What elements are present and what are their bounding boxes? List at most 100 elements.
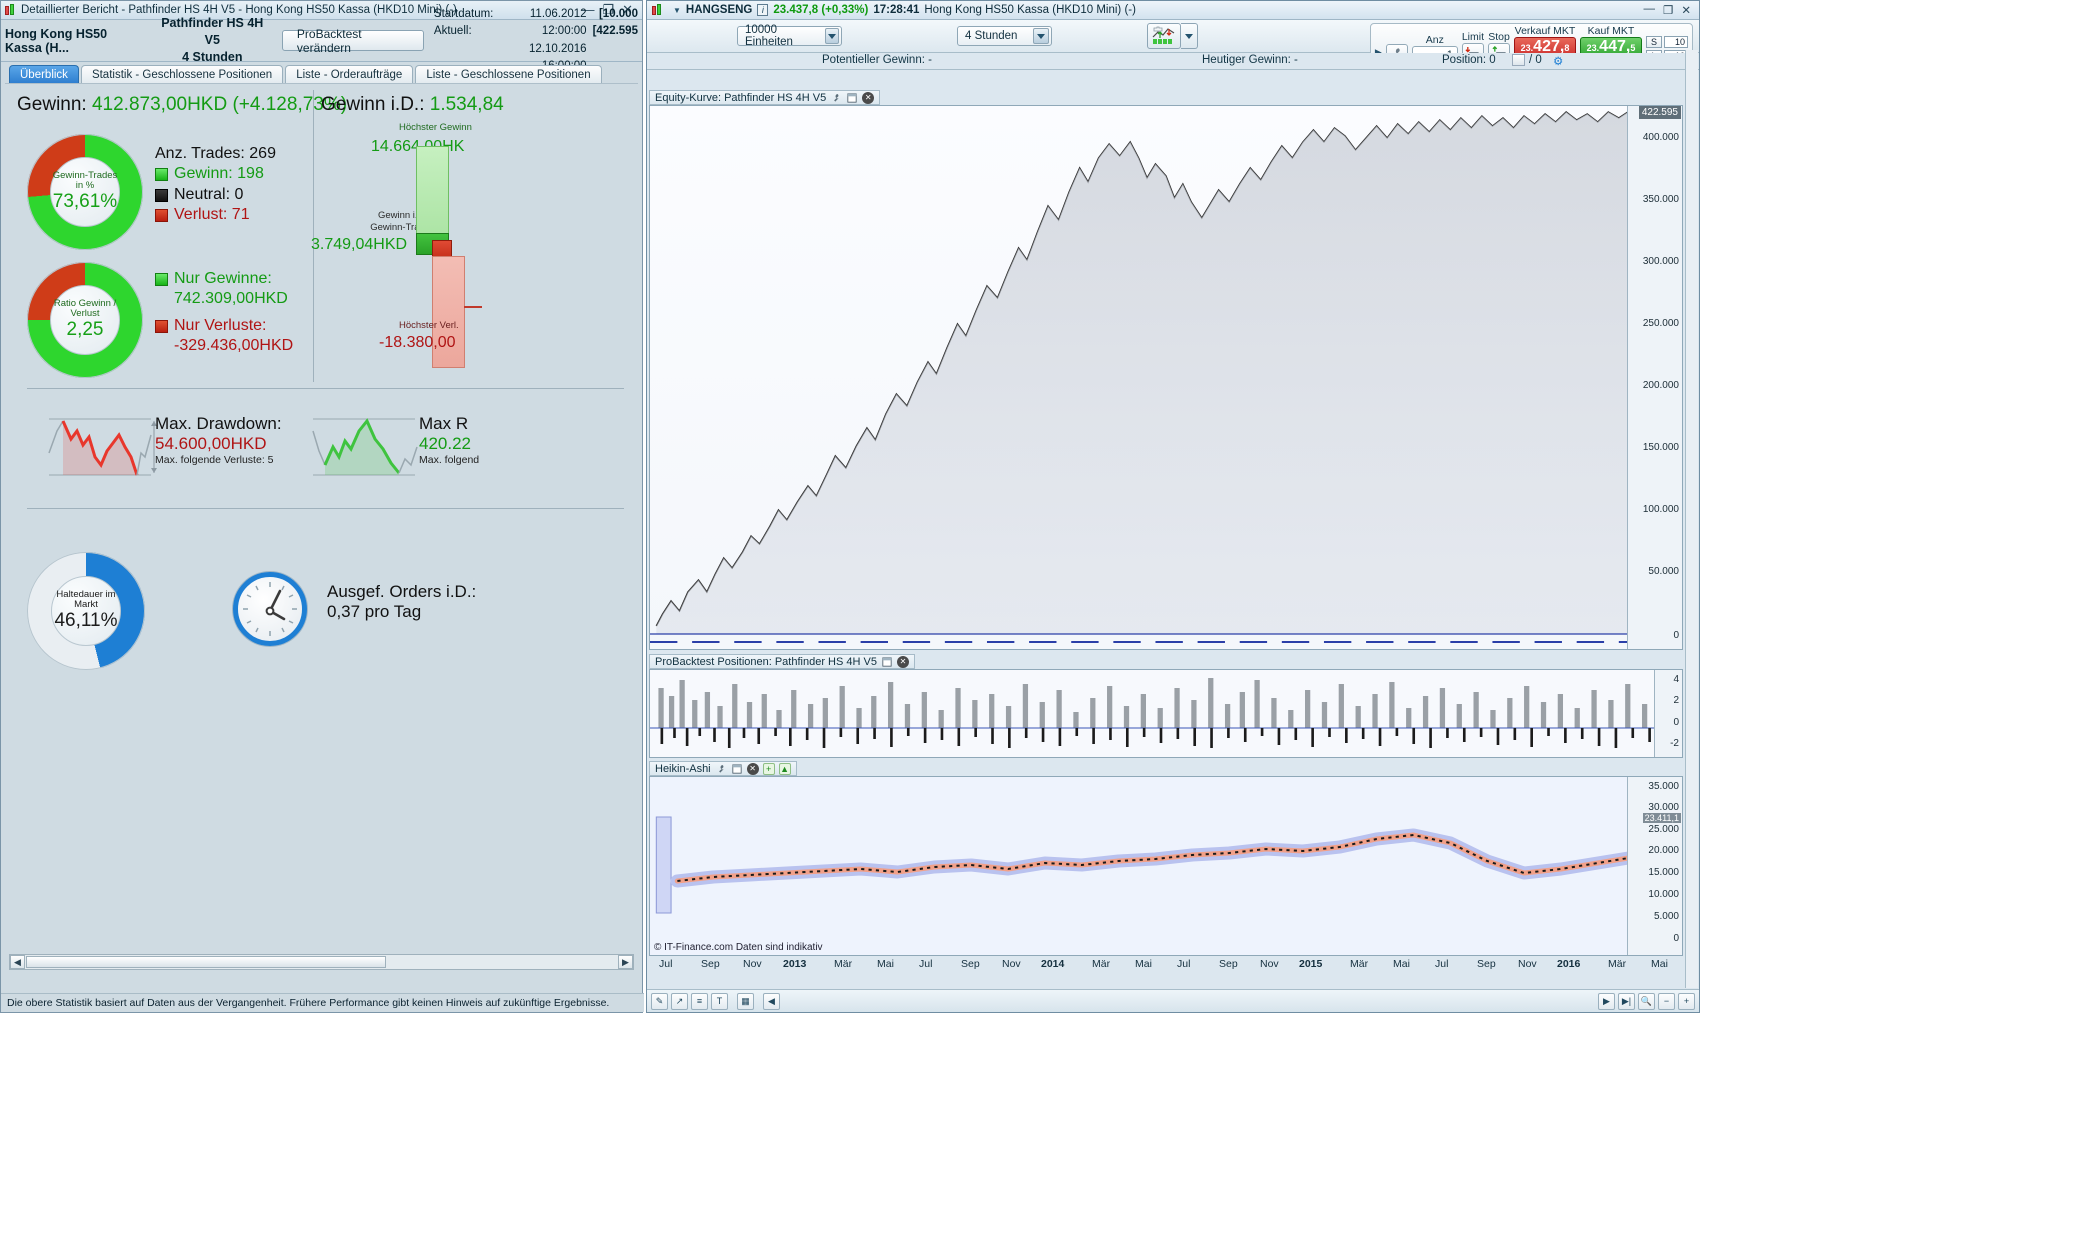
- runup-sparkline: [305, 413, 425, 479]
- chart-statusline: Potentieller Gewinn: - Heutiger Gewinn: …: [647, 53, 1699, 70]
- add-indicator-icon[interactable]: +: [762, 762, 775, 775]
- heikin-ashi-y-axis: 23.411,1 35.000 30.000 25.000 20.000 15.…: [1627, 777, 1682, 955]
- time-tick: 2015: [1299, 958, 1323, 970]
- equity-curve-svg: [650, 110, 1682, 643]
- sell-label: Verkauf MKT: [1514, 25, 1576, 37]
- strategy-icon[interactable]: [1147, 23, 1181, 49]
- overview-hscrollbar[interactable]: ◀ ▶: [9, 954, 634, 970]
- expand-icon[interactable]: ▲: [778, 762, 791, 775]
- position-label: Position: 0: [1442, 54, 1496, 66]
- heikin-ashi-svg: [655, 816, 1674, 914]
- close-icon[interactable]: ✕: [622, 2, 633, 17]
- close-icon[interactable]: ✕: [746, 762, 759, 775]
- start-date-label: Startdatum:: [433, 8, 494, 20]
- zoom-in-icon[interactable]: +: [1678, 992, 1695, 1010]
- stoploss-s-value[interactable]: 10: [1664, 36, 1688, 48]
- trades-total-label: Anz. Trades: 269: [155, 145, 276, 162]
- last-page-icon[interactable]: ▶|: [1618, 992, 1635, 1010]
- equity-tick: 350.000: [1642, 194, 1679, 205]
- equity-top-value: 422.595: [1638, 106, 1681, 119]
- scroll-left-icon[interactable]: ◀: [10, 955, 25, 969]
- tab-uberblick[interactable]: Überblick: [9, 65, 79, 83]
- qty-label: Anz: [1425, 34, 1444, 46]
- minimize-icon[interactable]: —: [581, 2, 595, 17]
- stoploss-s-icon[interactable]: S: [1646, 36, 1662, 48]
- chevron-down-icon[interactable]: ▼: [673, 5, 681, 15]
- scroll-thumb[interactable]: [26, 956, 386, 968]
- positions-pane-title: ProBacktest Positionen: Pathfinder HS 4H…: [655, 655, 877, 668]
- timeframe-select[interactable]: 4 Stunden: [957, 26, 1052, 46]
- ha-tick: 15.000: [1648, 867, 1679, 878]
- zoom-fit-icon[interactable]: 🔍: [1638, 992, 1655, 1010]
- positions-pane-header[interactable]: ProBacktest Positionen: Pathfinder HS 4H…: [649, 654, 915, 669]
- runup-value: 420.22: [419, 434, 471, 453]
- maximize-icon[interactable]: ❐: [602, 2, 615, 17]
- holding-value: 46,11%: [54, 609, 118, 631]
- next-page-icon[interactable]: ▶: [1598, 992, 1615, 1010]
- close-icon[interactable]: ✕: [896, 655, 909, 668]
- chevron-down-icon[interactable]: [1181, 23, 1198, 49]
- holding-caption: Haltedauer im Markt: [56, 589, 116, 610]
- text-icon[interactable]: T: [711, 992, 728, 1010]
- time-tick: 2016: [1557, 958, 1581, 970]
- avg-win-caption-2: Gewinn-Trades: [370, 222, 435, 233]
- time-tick: Sep: [1219, 958, 1238, 970]
- expand-ticket-icon[interactable]: ▶: [1374, 47, 1382, 57]
- sell-price-prefix: 23.: [1520, 43, 1534, 53]
- time-tick: Mai: [1651, 958, 1668, 970]
- pencil-icon[interactable]: ✎: [651, 992, 668, 1010]
- wrench-icon[interactable]: [715, 763, 727, 775]
- close-icon[interactable]: ✕: [1681, 5, 1691, 17]
- sums-legend: Nur Gewinne: 742.309,00HKD Nur Verluste:…: [155, 269, 293, 357]
- gear-icon[interactable]: ⚙: [1553, 56, 1564, 68]
- sell-price-main: 427: [1533, 38, 1560, 55]
- candlestick-icon: [651, 3, 664, 17]
- heikin-ashi-pane-header[interactable]: Heikin-Ashi ✕ + ▲: [649, 761, 797, 776]
- time-tick: Sep: [701, 958, 720, 970]
- wrench-icon[interactable]: [830, 92, 842, 104]
- modify-probacktest-button[interactable]: ProBacktest verändern: [281, 27, 424, 55]
- window-icon[interactable]: [881, 656, 893, 668]
- tab-liste-orderauftraege[interactable]: Liste - Orderaufträge: [285, 65, 414, 83]
- positions-pane[interactable]: 4 2 0 -2: [649, 669, 1683, 758]
- equity-tick: 150.000: [1642, 442, 1679, 453]
- equity-tick: 200.000: [1642, 380, 1679, 391]
- minimize-icon[interactable]: —: [1643, 3, 1656, 15]
- trendline-icon[interactable]: ↗: [671, 992, 688, 1010]
- window-icon[interactable]: [846, 92, 858, 104]
- prev-page-icon[interactable]: ◀: [763, 992, 780, 1010]
- zoom-out-icon[interactable]: −: [1658, 992, 1675, 1010]
- avg-win-caption-1: Gewinn i.D.: [377, 210, 428, 221]
- buy-price-main: 447: [1599, 38, 1626, 55]
- only-wins-label: Nur Gewinne:: [174, 270, 272, 287]
- tab-liste-geschlossene-positionen[interactable]: Liste - Geschlossene Positionen: [415, 65, 602, 83]
- chevron-down-icon[interactable]: [824, 28, 839, 44]
- close-icon[interactable]: ✕: [862, 91, 875, 104]
- ha-tick: 5.000: [1653, 911, 1679, 922]
- chevron-down-icon[interactable]: [1033, 28, 1049, 44]
- grid-icon[interactable]: ▦: [737, 992, 754, 1010]
- chart-vertical-scrollbar[interactable]: [1685, 50, 1698, 988]
- time-tick: Nov: [1518, 958, 1537, 970]
- ha-tick: 35.000: [1648, 781, 1679, 792]
- window-icon[interactable]: [731, 763, 743, 775]
- trades-legend: Anz. Trades: 269 Gewinn: 198 Neutral: 0 …: [155, 144, 276, 226]
- info-icon[interactable]: i: [757, 4, 769, 16]
- scroll-right-icon[interactable]: ▶: [618, 955, 633, 969]
- green-swatch-icon: [155, 168, 168, 182]
- maximize-icon[interactable]: ❐: [1663, 5, 1674, 17]
- close-position-icon[interactable]: [1512, 54, 1525, 66]
- units-select[interactable]: 10000 Einheiten: [737, 24, 842, 48]
- equity-tick: 100.000: [1642, 504, 1679, 515]
- waterfall-bar-red: [432, 256, 465, 368]
- tab-statistik-geschlossene-positionen[interactable]: Statistik - Geschlossene Positionen: [80, 65, 284, 83]
- win-trades-value: 73,61%: [52, 190, 118, 212]
- equity-curve-pane[interactable]: 422.595 400.000 350.000 300.000 250.000 …: [649, 105, 1683, 650]
- time-tick: Mai: [1135, 958, 1152, 970]
- heikin-ashi-pane[interactable]: © IT-Finance.com Daten sind indikativ 23…: [649, 776, 1683, 956]
- strategy-button-group[interactable]: [1147, 23, 1198, 49]
- fibonacci-icon[interactable]: ≡: [691, 992, 708, 1010]
- time-tick: Jul: [659, 958, 673, 970]
- ratio-caption-2: Verlust: [70, 308, 100, 319]
- equity-pane-header[interactable]: Equity-Kurve: Pathfinder HS 4H V5 ✕: [649, 90, 881, 105]
